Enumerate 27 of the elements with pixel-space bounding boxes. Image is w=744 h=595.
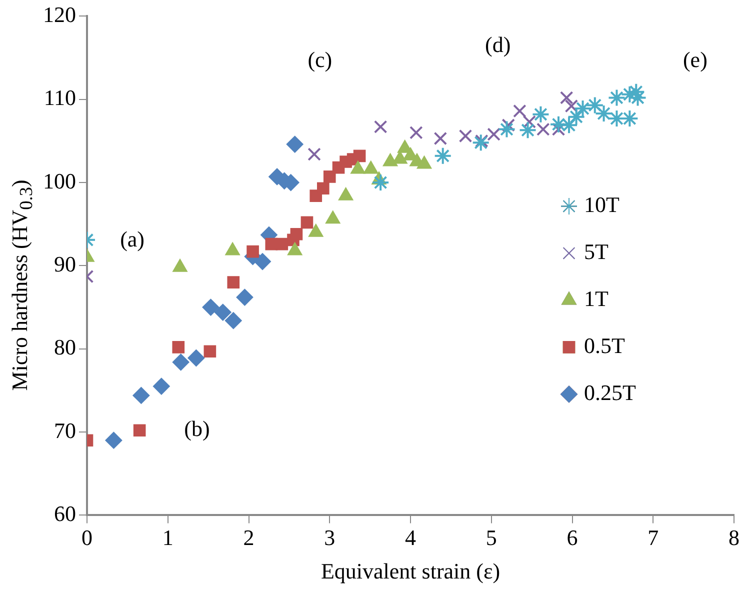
annotation: (e) bbox=[682, 46, 708, 72]
x-tick-label: 8 bbox=[728, 525, 740, 550]
annotation: (c) bbox=[308, 46, 332, 72]
y-tick-label: 70 bbox=[54, 418, 76, 443]
y-tick-label: 80 bbox=[54, 334, 76, 360]
x-tick-label: 3 bbox=[324, 525, 336, 550]
y-tick-label: 100 bbox=[43, 168, 76, 194]
annotation: (a) bbox=[120, 226, 144, 252]
y-tick-label: 60 bbox=[54, 500, 76, 526]
x-axis-title: Equivalent strain (ε) bbox=[320, 558, 500, 584]
x-tick-label: 4 bbox=[405, 525, 416, 550]
y-tick-label: 110 bbox=[44, 85, 76, 110]
legend-label: 0.5T bbox=[584, 332, 626, 358]
legend-label: 5T bbox=[584, 238, 609, 264]
annotation: (b) bbox=[184, 416, 210, 442]
legend-label: 0.25T bbox=[584, 380, 636, 405]
y-tick-label: 120 bbox=[43, 2, 76, 27]
x-tick-label: 7 bbox=[648, 525, 659, 550]
x-tick-label: 6 bbox=[566, 525, 578, 550]
legend-label: 1T bbox=[584, 286, 609, 311]
x-tick-label: 5 bbox=[486, 525, 497, 550]
x-tick-label: 2 bbox=[243, 525, 254, 550]
x-tick-label: 0 bbox=[82, 525, 92, 550]
x-tick-label: 1 bbox=[162, 525, 174, 550]
annotation: (d) bbox=[485, 32, 511, 57]
y-tick-label: 90 bbox=[54, 251, 76, 276]
legend-label: 10T bbox=[584, 192, 620, 217]
